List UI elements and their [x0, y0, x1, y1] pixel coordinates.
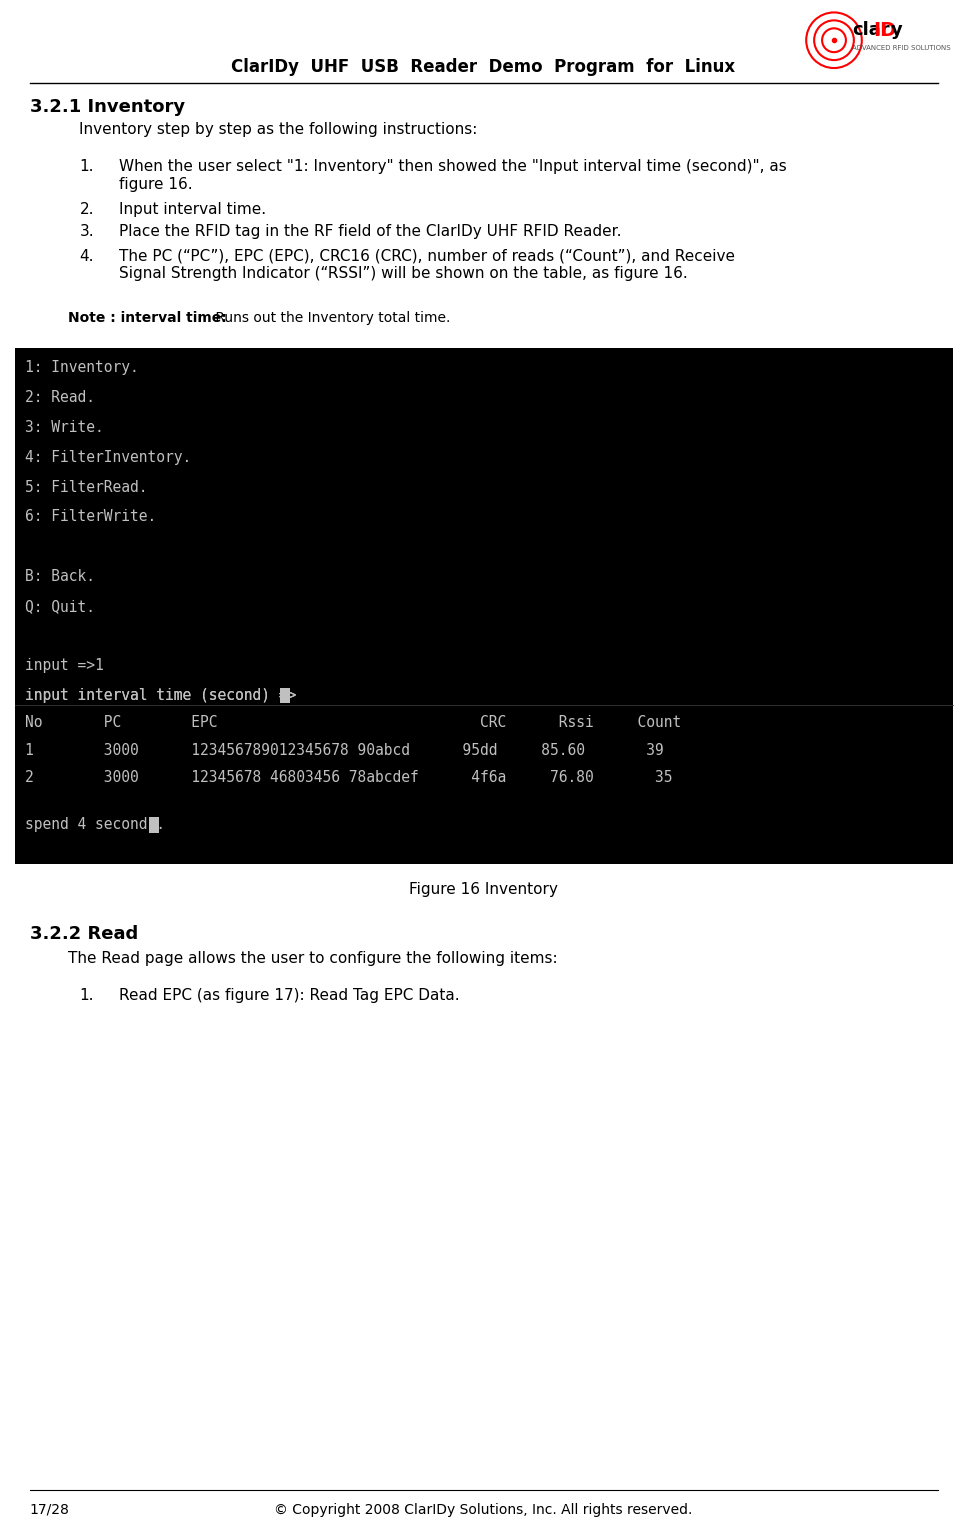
Text: spend 4 seconds.: spend 4 seconds.: [24, 817, 165, 833]
Text: B: Back.: B: Back.: [24, 568, 95, 584]
Text: 1.: 1.: [79, 160, 94, 175]
Text: Read EPC (as figure 17): Read Tag EPC Data.: Read EPC (as figure 17): Read Tag EPC Da…: [119, 988, 460, 1003]
Text: The PC (“PC”), EPC (EPC), CRC16 (CRC), number of reads (“Count”), and Receive
Si: The PC (“PC”), EPC (EPC), CRC16 (CRC), n…: [119, 249, 735, 281]
Text: No       PC        EPC                              CRC      Rssi     Count: No PC EPC CRC Rssi Count: [24, 714, 682, 730]
Text: Q: Quit.: Q: Quit.: [24, 599, 95, 614]
Text: Input interval time.: Input interval time.: [119, 203, 266, 217]
Text: 1        3000      123456789012345678 90abcd      95dd     85.60       39: 1 3000 123456789012345678 90abcd 95dd 85…: [24, 742, 664, 757]
Text: 2        3000      12345678 46803456 78abcdef      4f6a     76.80       35: 2 3000 12345678 46803456 78abcdef 4f6a 7…: [24, 771, 673, 785]
Text: ADVANCED RFID SOLUTIONS: ADVANCED RFID SOLUTIONS: [852, 45, 951, 51]
FancyBboxPatch shape: [281, 688, 291, 703]
Text: Figure 16 Inventory: Figure 16 Inventory: [410, 882, 558, 897]
Text: 2.: 2.: [79, 203, 94, 217]
Text: Place the RFID tag in the RF field of the ClarIDy UHF RFID Reader.: Place the RFID tag in the RF field of th…: [119, 224, 622, 240]
Text: 4.: 4.: [79, 249, 94, 264]
FancyBboxPatch shape: [15, 349, 954, 865]
Text: 5: FilterRead.: 5: FilterRead.: [24, 479, 147, 495]
Text: 1.: 1.: [79, 988, 94, 1003]
FancyBboxPatch shape: [149, 817, 159, 833]
Text: Inventory step by step as the following instructions:: Inventory step by step as the following …: [79, 121, 478, 137]
Text: 3.2.2 Read: 3.2.2 Read: [30, 925, 138, 943]
Text: The Read page allows the user to configure the following items:: The Read page allows the user to configu…: [67, 951, 557, 966]
Text: ID: ID: [874, 22, 897, 40]
Text: 17/28: 17/28: [30, 1502, 69, 1516]
Text: © Copyright 2008 ClarIDy Solutions, Inc. All rights reserved.: © Copyright 2008 ClarIDy Solutions, Inc.…: [274, 1502, 692, 1516]
Text: When the user select "1: Inventory" then showed the "Input interval time (second: When the user select "1: Inventory" then…: [119, 160, 787, 192]
Text: Runs out the Inventory total time.: Runs out the Inventory total time.: [212, 312, 450, 326]
Text: 2: Read.: 2: Read.: [24, 390, 95, 406]
Text: input interval time (second) =>: input interval time (second) =>: [24, 688, 296, 703]
Text: y: y: [890, 22, 902, 40]
Text: 3: Write.: 3: Write.: [24, 419, 103, 435]
Text: clar: clar: [852, 22, 889, 40]
Text: 1: Inventory.: 1: Inventory.: [24, 361, 138, 375]
Text: 4: FilterInventory.: 4: FilterInventory.: [24, 450, 191, 465]
Text: 3.: 3.: [79, 224, 94, 240]
Text: Note : interval time:: Note : interval time:: [67, 312, 226, 326]
Text: 6: FilterWrite.: 6: FilterWrite.: [24, 510, 156, 524]
Text: input =>1: input =>1: [24, 659, 103, 673]
Text: 3.2.1 Inventory: 3.2.1 Inventory: [30, 98, 185, 115]
Text: ClarIDy  UHF  USB  Reader  Demo  Program  for  Linux: ClarIDy UHF USB Reader Demo Program for …: [231, 58, 735, 77]
Text: input interval time (second) =>: input interval time (second) =>: [24, 688, 296, 703]
